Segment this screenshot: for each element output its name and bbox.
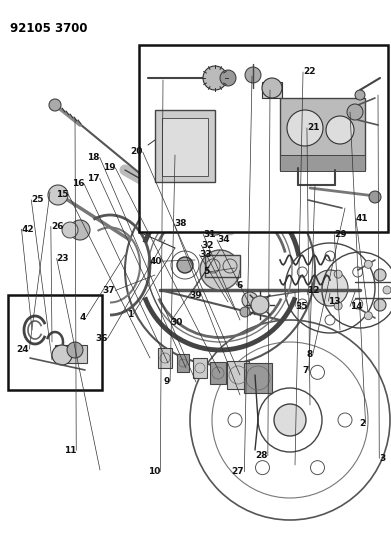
Bar <box>205 255 240 277</box>
Text: 6: 6 <box>237 281 243 289</box>
Bar <box>210 362 226 384</box>
Circle shape <box>312 270 348 306</box>
Bar <box>158 348 172 368</box>
Text: 9: 9 <box>164 377 170 385</box>
Text: 41: 41 <box>356 214 368 223</box>
Circle shape <box>62 222 78 238</box>
Circle shape <box>364 260 372 268</box>
Text: 1: 1 <box>127 310 133 319</box>
Text: 31: 31 <box>203 230 216 239</box>
Text: 29: 29 <box>334 230 347 239</box>
Text: 33: 33 <box>199 251 212 259</box>
Circle shape <box>369 191 381 203</box>
Circle shape <box>67 342 83 358</box>
Text: 20: 20 <box>130 148 143 156</box>
Bar <box>244 363 272 393</box>
Text: 5: 5 <box>203 268 209 276</box>
Text: 12: 12 <box>307 286 319 295</box>
Text: 35: 35 <box>295 302 308 311</box>
Text: 34: 34 <box>217 236 230 244</box>
Text: 25: 25 <box>31 196 44 204</box>
Circle shape <box>147 177 183 213</box>
Text: 27: 27 <box>232 467 244 476</box>
Bar <box>262 82 282 98</box>
Circle shape <box>245 67 261 83</box>
Text: 13: 13 <box>328 297 341 305</box>
Circle shape <box>347 104 363 120</box>
Bar <box>8 295 102 390</box>
Text: 92105 3700: 92105 3700 <box>10 22 88 35</box>
Text: 24: 24 <box>17 345 29 353</box>
Circle shape <box>287 110 323 146</box>
Bar <box>55 345 87 363</box>
Text: 40: 40 <box>150 257 162 265</box>
Circle shape <box>49 99 61 111</box>
Bar <box>139 45 388 232</box>
Bar <box>227 361 249 389</box>
Circle shape <box>355 90 365 100</box>
Circle shape <box>364 312 372 320</box>
Circle shape <box>251 296 269 314</box>
Circle shape <box>181 199 209 227</box>
Text: 8: 8 <box>307 350 313 359</box>
Circle shape <box>374 269 386 281</box>
Text: 28: 28 <box>255 451 268 460</box>
Circle shape <box>326 116 354 144</box>
Text: 4: 4 <box>80 313 86 321</box>
Circle shape <box>70 220 90 240</box>
Text: 30: 30 <box>170 318 183 327</box>
Circle shape <box>220 70 236 86</box>
Text: 21: 21 <box>307 124 319 132</box>
Text: 16: 16 <box>72 180 84 188</box>
Text: 19: 19 <box>103 164 115 172</box>
Bar <box>280 155 365 171</box>
Circle shape <box>203 66 227 90</box>
Text: 11: 11 <box>64 446 76 455</box>
Text: 15: 15 <box>56 190 68 199</box>
Circle shape <box>177 257 193 273</box>
Circle shape <box>374 299 386 311</box>
Bar <box>280 98 365 170</box>
Circle shape <box>242 292 258 308</box>
Bar <box>177 354 189 372</box>
Circle shape <box>334 270 342 278</box>
Text: 18: 18 <box>87 153 100 161</box>
Text: 39: 39 <box>190 292 202 300</box>
Circle shape <box>383 286 391 294</box>
Text: 14: 14 <box>350 302 362 311</box>
Text: 22: 22 <box>303 68 316 76</box>
Text: 38: 38 <box>174 220 187 228</box>
Text: 42: 42 <box>22 225 34 233</box>
Bar <box>193 358 207 378</box>
Circle shape <box>274 404 306 436</box>
Text: 23: 23 <box>57 254 69 263</box>
Text: 2: 2 <box>359 419 366 428</box>
Text: 17: 17 <box>87 174 100 183</box>
Bar <box>155 110 215 182</box>
Circle shape <box>48 185 68 205</box>
Circle shape <box>200 250 240 290</box>
Text: 32: 32 <box>201 241 214 249</box>
Circle shape <box>52 345 72 365</box>
Circle shape <box>262 78 282 98</box>
Text: 3: 3 <box>379 454 386 463</box>
Circle shape <box>334 302 342 310</box>
Text: 7: 7 <box>303 366 309 375</box>
Bar <box>162 118 208 176</box>
Text: 36: 36 <box>95 334 108 343</box>
Circle shape <box>240 307 250 317</box>
Text: 10: 10 <box>148 467 160 476</box>
Text: 26: 26 <box>51 222 63 231</box>
Text: 37: 37 <box>103 286 115 295</box>
